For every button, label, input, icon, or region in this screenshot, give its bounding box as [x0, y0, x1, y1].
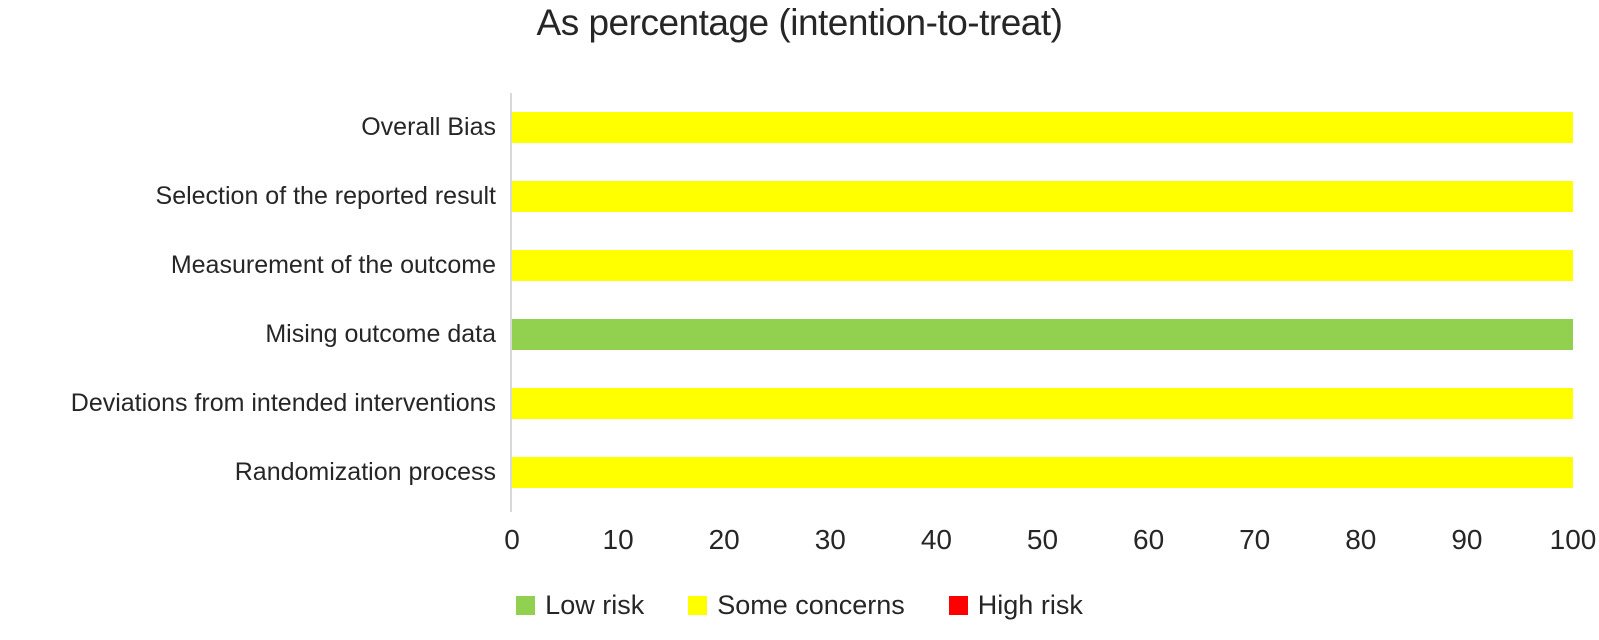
x-tick-label: 60	[1133, 524, 1165, 555]
legend-item-low-risk: Low risk	[516, 590, 644, 621]
legend-item-some-concerns: Some concerns	[688, 590, 905, 621]
category-label: Measurement of the outcome	[170, 251, 496, 279]
bar-row	[512, 162, 1573, 231]
bar-row	[512, 369, 1573, 438]
category-label: Mising outcome data	[265, 320, 496, 348]
bar-segment-some-concerns	[512, 457, 1573, 488]
bar-track	[512, 181, 1573, 212]
legend-swatch-icon	[516, 596, 536, 615]
bar-row	[512, 93, 1573, 162]
bar-segment-some-concerns	[512, 250, 1573, 281]
bar-track	[512, 388, 1573, 419]
bar-track	[512, 112, 1573, 143]
x-tick-label: 50	[1026, 524, 1059, 555]
x-tick-label: 90	[1451, 524, 1483, 555]
legend-swatch-icon	[688, 596, 708, 615]
bar-row	[512, 438, 1573, 507]
x-tick-label: 80	[1345, 524, 1377, 555]
x-tick-label: 0	[504, 524, 520, 555]
bar-segment-some-concerns	[512, 112, 1573, 143]
x-tick-label: 70	[1239, 524, 1271, 555]
x-tick-label: 40	[920, 524, 952, 555]
plot-area	[510, 93, 1573, 512]
x-tick-label: 10	[602, 524, 634, 555]
x-tick-label: 30	[814, 524, 846, 555]
x-tick-label: 100	[1549, 524, 1597, 555]
bar-track	[512, 250, 1573, 281]
x-axis-tick-labels: 0 10 20 30 40 50 60 70 80 90 100	[504, 524, 1596, 564]
category-label: Randomization process	[234, 458, 496, 486]
legend-label: Some concerns	[717, 590, 905, 620]
legend-label: Low risk	[545, 590, 645, 620]
legend-swatch-icon	[948, 596, 968, 615]
legend-item-high-risk: High risk	[948, 590, 1083, 621]
y-axis-line	[510, 93, 512, 512]
category-axis-labels: Overall Bias Selection of the reported re…	[0, 93, 496, 507]
bar-segment-low-risk	[512, 319, 1573, 350]
bar-row	[512, 300, 1573, 369]
category-label: Overall Bias	[361, 113, 496, 141]
bar-segment-some-concerns	[512, 388, 1573, 419]
bar-track	[512, 319, 1573, 350]
bar-track	[512, 457, 1573, 488]
bar-row	[512, 231, 1573, 300]
legend: Low risk Some concerns High risk	[0, 590, 1599, 621]
category-label: Deviations from intended interventions	[70, 389, 496, 417]
category-label: Selection of the reported result	[155, 182, 496, 210]
legend-label: High risk	[977, 590, 1083, 620]
chart-title: As percentage (intention-to-treat)	[536, 2, 1063, 43]
bar-segment-some-concerns	[512, 181, 1573, 212]
x-tick-label: 20	[708, 524, 740, 555]
